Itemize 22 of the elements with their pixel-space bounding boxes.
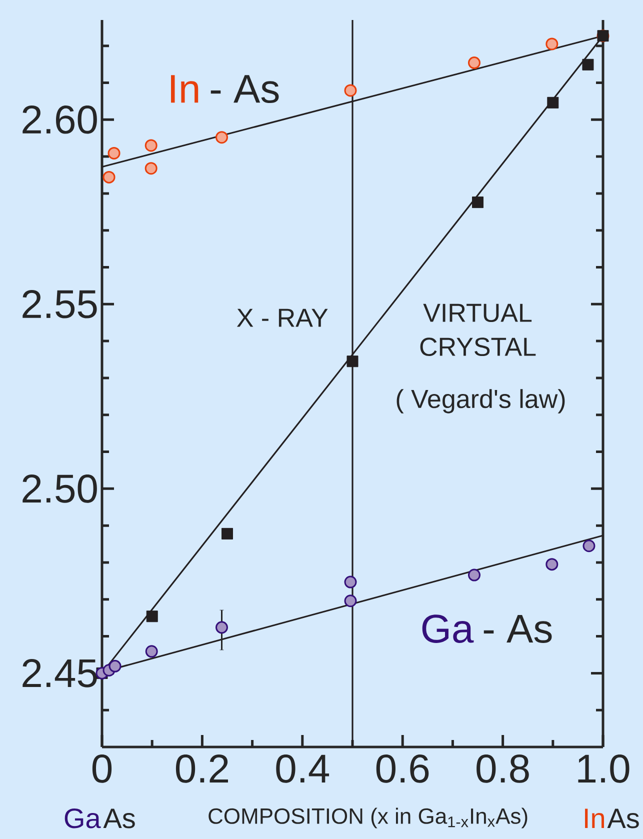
x-tick-label: 0.8 [476, 754, 529, 783]
annotation: X - RAY [236, 308, 328, 327]
x-tick-label: 0 [92, 754, 112, 783]
x-tick-label: 1.0 [578, 754, 630, 783]
annotation: ( Vegard's law) [396, 389, 565, 414]
x-tick-label: 0.2 [176, 754, 228, 783]
annotation: - As [484, 615, 552, 643]
text: Ga [64, 808, 101, 828]
annotation: Ga [422, 614, 474, 643]
y-tick-label: 2.60 [22, 105, 97, 134]
annotation: In [171, 75, 198, 103]
x-axis-title: COMPOSITION (x in Ga$_{1-x}$In$_{x}$As) [208, 808, 528, 828]
annotation: VIRTUAL CRYSTAL [420, 304, 536, 356]
x-tick-label: 0.4 [276, 754, 330, 783]
y-tick-label: 2.50 [22, 474, 97, 503]
x-tick-label: 0.6 [376, 754, 429, 783]
y-tick-label: 2.55 [22, 290, 97, 318]
text: As [103, 808, 135, 828]
text: As [607, 808, 639, 828]
text: In [585, 808, 604, 828]
y-tick-label: 2.45 [22, 659, 97, 688]
annotation: - As [210, 75, 279, 104]
